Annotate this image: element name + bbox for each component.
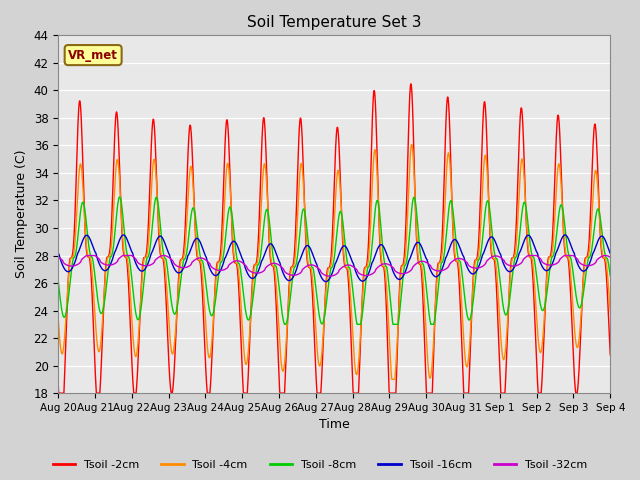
Tsoil -2cm xyxy=(607,352,614,358)
Tsoil -16cm xyxy=(495,248,502,254)
Tsoil -16cm xyxy=(54,251,62,256)
Tsoil -16cm xyxy=(351,264,358,270)
Line: Tsoil -2cm: Tsoil -2cm xyxy=(58,84,611,393)
Line: Tsoil -4cm: Tsoil -4cm xyxy=(58,144,611,379)
Tsoil -16cm xyxy=(607,251,614,256)
Tsoil -16cm xyxy=(573,260,581,266)
Tsoil -8cm xyxy=(116,194,124,200)
Tsoil -8cm xyxy=(351,304,358,310)
Tsoil -4cm xyxy=(558,196,566,202)
Tsoil -32cm xyxy=(351,265,358,271)
Line: Tsoil -32cm: Tsoil -32cm xyxy=(58,255,611,276)
Tsoil -32cm xyxy=(558,254,566,260)
Tsoil -2cm xyxy=(54,382,62,387)
Tsoil -2cm xyxy=(55,390,63,396)
Tsoil -8cm xyxy=(54,278,62,284)
X-axis label: Time: Time xyxy=(319,419,349,432)
Tsoil -32cm xyxy=(326,273,333,279)
Tsoil -4cm xyxy=(408,142,415,147)
Line: Tsoil -16cm: Tsoil -16cm xyxy=(58,235,611,282)
Tsoil -4cm xyxy=(495,306,503,312)
Tsoil -2cm xyxy=(495,349,503,355)
Tsoil -32cm xyxy=(83,252,90,258)
Line: Tsoil -8cm: Tsoil -8cm xyxy=(58,197,611,324)
Tsoil -32cm xyxy=(54,254,62,260)
Tsoil -8cm xyxy=(495,269,503,275)
Tsoil -16cm xyxy=(558,236,566,241)
Tsoil -4cm xyxy=(607,309,614,315)
Tsoil -2cm xyxy=(351,390,358,396)
Tsoil -4cm xyxy=(209,334,216,340)
Tsoil -8cm xyxy=(281,322,289,327)
Tsoil -16cm xyxy=(362,275,370,281)
Text: VR_met: VR_met xyxy=(68,48,118,61)
Tsoil -4cm xyxy=(362,264,370,270)
Tsoil -4cm xyxy=(54,316,62,322)
Tsoil -2cm xyxy=(407,81,415,87)
Tsoil -32cm xyxy=(573,256,581,262)
Tsoil -2cm xyxy=(558,191,566,196)
Tsoil -8cm xyxy=(363,272,371,278)
Tsoil -8cm xyxy=(573,300,581,305)
Title: Soil Temperature Set 3: Soil Temperature Set 3 xyxy=(247,15,422,30)
Tsoil -8cm xyxy=(607,273,614,279)
Tsoil -2cm xyxy=(573,390,581,396)
Tsoil -32cm xyxy=(209,265,216,271)
Y-axis label: Soil Temperature (C): Soil Temperature (C) xyxy=(15,150,28,278)
Tsoil -4cm xyxy=(573,345,581,350)
Tsoil -32cm xyxy=(495,254,503,260)
Tsoil -4cm xyxy=(388,376,396,382)
Tsoil -32cm xyxy=(607,254,614,260)
Tsoil -32cm xyxy=(363,273,371,278)
Tsoil -16cm xyxy=(209,270,216,276)
Tsoil -2cm xyxy=(209,343,216,348)
Tsoil -8cm xyxy=(209,312,216,318)
Tsoil -8cm xyxy=(558,203,566,209)
Tsoil -16cm xyxy=(561,232,569,238)
Legend: Tsoil -2cm, Tsoil -4cm, Tsoil -8cm, Tsoil -16cm, Tsoil -32cm: Tsoil -2cm, Tsoil -4cm, Tsoil -8cm, Tsoi… xyxy=(48,456,592,474)
Tsoil -16cm xyxy=(322,279,330,285)
Tsoil -2cm xyxy=(362,263,370,269)
Tsoil -4cm xyxy=(350,353,358,359)
